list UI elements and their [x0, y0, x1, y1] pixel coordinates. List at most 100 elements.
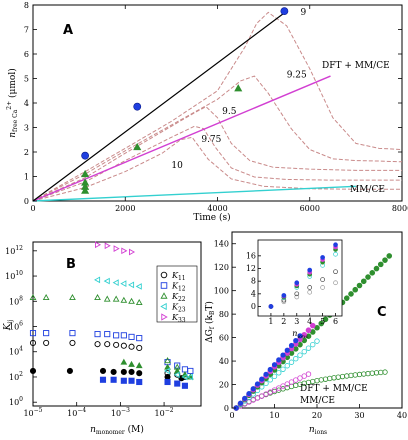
y-tick-label: 3 [24, 124, 29, 133]
magenta-open-point [280, 383, 286, 389]
k11-filled-point [120, 368, 127, 376]
k12-open-point [69, 330, 76, 337]
k12-filled-point [128, 377, 135, 384]
k22-filled-point [135, 362, 143, 369]
y-tick-label: 80 [219, 310, 229, 319]
blue-filled-point [237, 400, 244, 406]
k33-open-point [95, 241, 102, 249]
blue-filled-point [276, 357, 282, 363]
panel-b-plot [29, 241, 194, 389]
blue-filled-point [271, 362, 278, 368]
y-tick-label: 0 [24, 197, 29, 206]
inset-y-tick-label: 16 [246, 251, 256, 260]
inset-filled-blue-point [307, 267, 313, 273]
panel-a-xlabel: Time (s) [193, 212, 230, 223]
k22-open-point [103, 295, 111, 302]
blue-filled-point [250, 386, 256, 392]
panel-a-plot: 9 9.25 9.5 9.75 10 [32, 7, 403, 202]
y-tick-label: 106 [9, 321, 23, 332]
k22-open-point [112, 295, 120, 302]
k11-filled-point [29, 367, 37, 375]
k12-filled-point [174, 380, 181, 387]
inset-plot [268, 242, 338, 309]
k23-legend-label: K23 [171, 303, 186, 314]
x-tick-label: 4000 [207, 204, 227, 213]
blue-point [133, 102, 142, 111]
blue-filled-point [284, 347, 290, 353]
y-tick-label: 102 [9, 371, 23, 382]
green-filled-point [343, 295, 350, 301]
k11-filled-point [110, 368, 117, 376]
legend-sub: 33 [178, 317, 186, 324]
cyan-open-point [271, 373, 278, 380]
magenta-filled-point [305, 327, 312, 334]
inset-open-black-point [320, 277, 325, 282]
inset-x-tick-label: 4 [307, 317, 312, 326]
cyan-open-point [284, 363, 290, 369]
green-point [81, 169, 90, 178]
x-tick-exp: −5 [34, 407, 43, 414]
k12-filled-point [181, 382, 188, 389]
inset-open-gray-point [320, 285, 325, 290]
green-open-point [382, 369, 388, 375]
magenta-open-point [293, 377, 299, 383]
magenta-open-point [297, 375, 303, 381]
panel-b-ylabel: Kij [3, 320, 14, 332]
x-tick-exp: −4 [77, 407, 86, 414]
green-open-point [322, 376, 329, 382]
k33-legend-label: K33 [171, 313, 186, 324]
k12-filled-point [164, 378, 171, 386]
magenta-filled-point [309, 322, 316, 329]
x-tick-label: 10−3 [111, 407, 130, 418]
panel-b-frame [32, 241, 202, 407]
blue-filled-point [267, 366, 273, 373]
legend-sub: 11 [178, 275, 186, 282]
k22-open-point [120, 296, 128, 303]
cyan-open-point [297, 352, 303, 358]
k12-open-point [136, 335, 143, 342]
panel-b-label: B [66, 257, 76, 272]
y-tick-label: 60 [219, 334, 229, 343]
x-tick-label: 6000 [300, 204, 320, 213]
inset-open-gray-point [294, 294, 300, 300]
panel-a-label: A [63, 23, 73, 38]
cyan-open-point [310, 341, 316, 348]
dashed-curve-3 [32, 125, 402, 202]
magenta-open-point [301, 373, 307, 379]
dashed-curve-0 [32, 11, 403, 202]
y-tick-label: 100 [214, 287, 229, 296]
cyan-open-point [276, 370, 282, 376]
x-tick-label: 2000 [115, 204, 135, 213]
k12-filled-point [120, 377, 127, 384]
inset-open-gray-point [307, 289, 313, 295]
k23-open-point [128, 281, 135, 289]
legend-sub: 23 [178, 307, 186, 314]
inset-y-tick-label: 8 [251, 277, 256, 286]
y-tick-label: 140 [214, 240, 229, 249]
inset-x-tick-label: 6 [333, 317, 338, 326]
mmce-line [32, 185, 356, 202]
curve-label: 9 [301, 8, 307, 18]
panel-c-ylabel: ΔGf (kBT) [204, 301, 216, 343]
panel-a-ylabel: nfree Ca2+ (μmol) [6, 68, 19, 138]
magenta-open-point [271, 387, 278, 393]
k12-open-point [29, 330, 37, 337]
cyan-open-point [314, 338, 320, 344]
k22-legend-label: K22 [171, 292, 186, 303]
panel-b-xlabel: nmonomer (M) [90, 424, 144, 436]
panel-c-plot [233, 253, 393, 411]
green-filled-point [356, 282, 363, 289]
k12-open-point [187, 367, 194, 375]
k12-legend-label: K12 [171, 282, 186, 293]
k33-open-point [121, 247, 128, 255]
k23-open-point [120, 280, 127, 288]
y-tick-label: 120 [214, 263, 229, 272]
y-tick-label: 4 [24, 99, 29, 108]
y-tick-label: 1012 [5, 245, 23, 256]
y-tick-exp: 6 [19, 321, 23, 328]
k11-filled-point [164, 373, 171, 381]
